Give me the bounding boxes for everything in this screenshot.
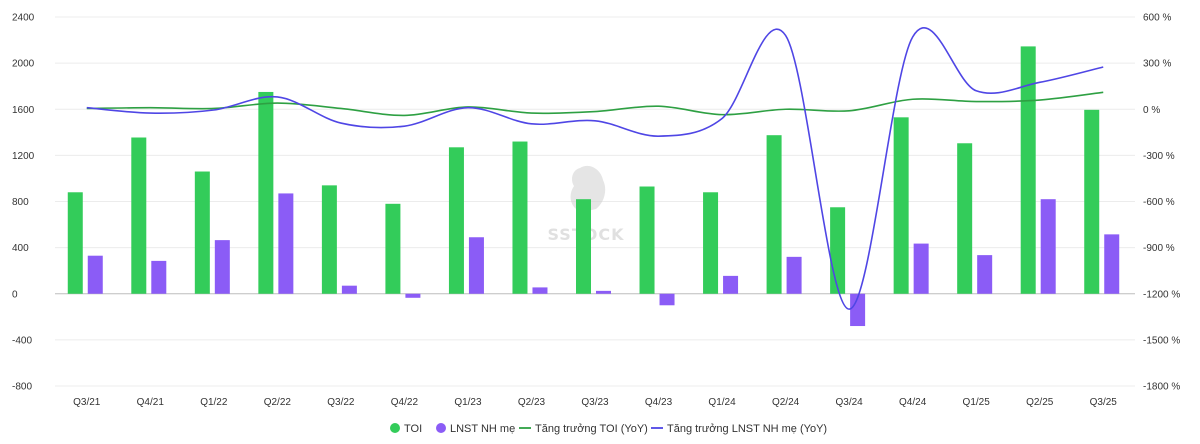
right-tick-label: 300 % xyxy=(1143,59,1171,70)
left-tick-label: 1200 xyxy=(12,151,35,162)
left-tick-label: 800 xyxy=(12,197,29,208)
x-tick-label: Q3/21 xyxy=(73,397,101,408)
x-tick-label: Q2/24 xyxy=(772,397,800,408)
bar-toi[interactable] xyxy=(512,141,528,294)
right-tick-label: 0 % xyxy=(1143,105,1160,116)
bar-lnst[interactable] xyxy=(1104,234,1120,294)
bar-lnst[interactable] xyxy=(913,243,929,294)
bar-lnst[interactable] xyxy=(468,237,484,294)
bar-toi[interactable] xyxy=(830,207,846,294)
x-tick-label: Q4/23 xyxy=(645,397,673,408)
right-tick-label: -600 % xyxy=(1143,197,1175,208)
lines xyxy=(86,27,1104,310)
bar-lnst[interactable] xyxy=(786,256,802,294)
x-tick-label: Q2/22 xyxy=(264,397,292,408)
bar-lnst[interactable] xyxy=(850,293,866,327)
left-tick-label: 0 xyxy=(12,289,18,300)
bar-lnst[interactable] xyxy=(405,293,421,298)
x-tick-label: Q1/24 xyxy=(708,397,736,408)
bar-toi[interactable] xyxy=(576,199,591,294)
legend-item-toi-growth[interactable]: Tăng trưởng TOI (YoY) xyxy=(519,423,648,435)
bar-lnst[interactable] xyxy=(1040,199,1056,294)
left-tick-label: 400 xyxy=(12,243,29,254)
bar-toi[interactable] xyxy=(448,147,464,294)
x-tick-label: Q3/24 xyxy=(835,397,863,408)
left-tick-label: 1600 xyxy=(12,105,35,116)
x-tick-label: Q3/25 xyxy=(1090,397,1118,408)
x-tick-label: Q2/23 xyxy=(518,397,546,408)
bar-lnst[interactable] xyxy=(341,285,357,294)
left-axis: 2400 2000 1600 1200 800 400 0 -400 -800 xyxy=(12,13,35,393)
right-tick-label: -1500 % xyxy=(1143,335,1180,346)
bar-toi[interactable] xyxy=(321,185,337,294)
right-tick-label: -300 % xyxy=(1143,151,1175,162)
x-axis: Q3/21 Q4/21 Q1/22 Q2/22 Q3/22 Q4/22 Q1/23 Q2/23… xyxy=(73,397,1117,408)
bar-lnst[interactable] xyxy=(532,287,548,294)
bar-toi[interactable] xyxy=(194,171,210,294)
legend-marker-icon xyxy=(436,423,446,433)
left-tick-label: 2400 xyxy=(12,13,35,24)
bar-lnst[interactable] xyxy=(723,275,739,294)
x-tick-label: Q1/25 xyxy=(963,397,991,408)
right-tick-label: -1800 % xyxy=(1143,382,1180,393)
x-tick-label: Q1/22 xyxy=(200,397,228,408)
left-tick-label: 2000 xyxy=(12,59,35,70)
x-tick-label: Q1/23 xyxy=(454,397,482,408)
legend-item-toi[interactable]: TOI xyxy=(390,423,422,435)
legend-label: Tăng trưởng TOI (YoY) xyxy=(535,423,648,435)
left-tick-label: -400 xyxy=(12,335,32,346)
x-tick-label: Q4/22 xyxy=(391,397,419,408)
right-axis: 600 % 300 % 0 % -300 % -600 % -900 % -1200 % -1… xyxy=(1143,13,1180,393)
bar-toi[interactable] xyxy=(385,203,401,294)
legend[interactable]: TOI LNST NH mẹ Tăng trưởng TOI (YoY) Tăng t… xyxy=(390,423,827,435)
bar-toi[interactable] xyxy=(1084,109,1100,294)
legend-marker-icon xyxy=(390,423,400,433)
right-tick-label: 600 % xyxy=(1143,13,1171,24)
legend-label: Tăng trưởng LNST NH mẹ (YoY) xyxy=(667,423,827,435)
x-tick-label: Q3/22 xyxy=(327,397,355,408)
left-tick-label: -800 xyxy=(12,382,32,393)
bar-lnst[interactable] xyxy=(278,193,294,294)
bar-toi[interactable] xyxy=(67,192,83,294)
bar-lnst[interactable] xyxy=(87,255,103,294)
x-tick-label: Q4/24 xyxy=(899,397,927,408)
line-toi-growth[interactable] xyxy=(86,91,1104,117)
line-lnst-growth[interactable] xyxy=(86,27,1104,310)
bar-lnst[interactable] xyxy=(596,290,611,294)
legend-label: LNST NH mẹ xyxy=(450,423,515,435)
bar-toi[interactable] xyxy=(639,186,655,294)
bar-lnst[interactable] xyxy=(151,260,167,294)
bar-toi[interactable] xyxy=(893,117,909,294)
right-tick-label: -900 % xyxy=(1143,243,1175,254)
bar-toi[interactable] xyxy=(258,91,274,294)
legend-item-lnst-growth[interactable]: Tăng trưởng LNST NH mẹ (YoY) xyxy=(651,423,827,435)
bar-toi[interactable] xyxy=(131,137,147,294)
bar-lnst[interactable] xyxy=(977,255,993,294)
x-tick-label: Q4/21 xyxy=(137,397,165,408)
legend-item-lnst[interactable]: LNST NH mẹ xyxy=(436,423,515,435)
bar-toi[interactable] xyxy=(957,143,973,294)
right-tick-label: -1200 % xyxy=(1143,289,1180,300)
bar-lnst[interactable] xyxy=(659,293,675,306)
bar-toi[interactable] xyxy=(1020,46,1036,294)
bar-lnst[interactable] xyxy=(214,240,230,294)
bar-toi[interactable] xyxy=(703,192,719,294)
x-tick-label: Q3/23 xyxy=(581,397,609,408)
x-tick-label: Q2/25 xyxy=(1026,397,1054,408)
legend-label: TOI xyxy=(404,423,422,435)
bar-toi[interactable] xyxy=(766,135,782,294)
